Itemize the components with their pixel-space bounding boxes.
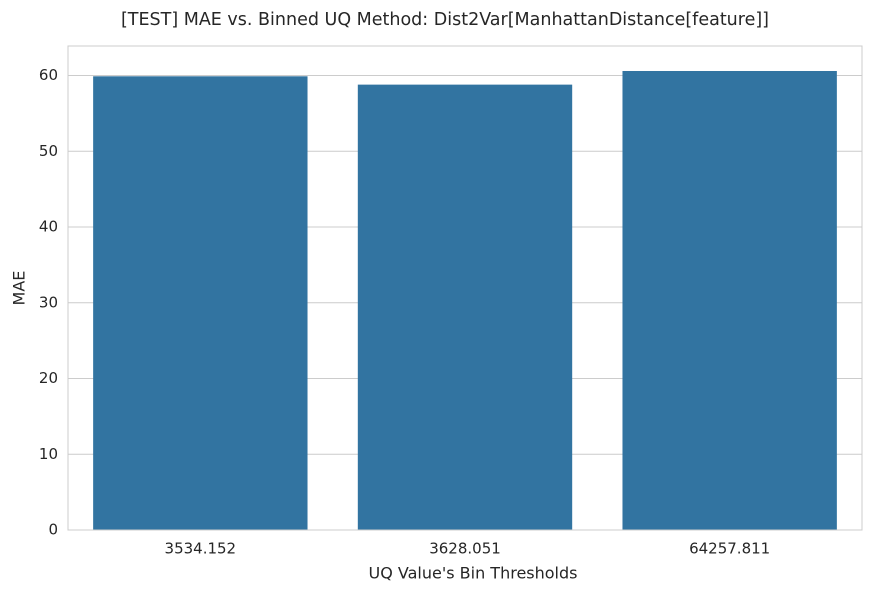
bar [622,70,837,531]
x-tick-label: 3628.051 [429,540,501,558]
y-axis-label: MAE [10,271,29,306]
y-tick-label: 10 [39,445,58,463]
y-tick-label: 20 [39,369,58,387]
bar [357,84,573,531]
x-tick-label: 64257.811 [689,540,770,558]
chart-title: [TEST] MAE vs. Binned UQ Method: Dist2Va… [121,10,769,30]
x-axis-label: UQ Value's Bin Thresholds [369,564,578,583]
y-tick-label: 50 [39,142,58,160]
x-tick-label: 3534.152 [165,540,237,558]
y-tick-label: 30 [39,293,58,311]
y-tick-label: 60 [39,66,58,84]
y-tick-label: 0 [48,521,58,539]
plot-frame [67,45,863,531]
bar [93,76,308,531]
y-tick-label: 40 [39,218,58,236]
